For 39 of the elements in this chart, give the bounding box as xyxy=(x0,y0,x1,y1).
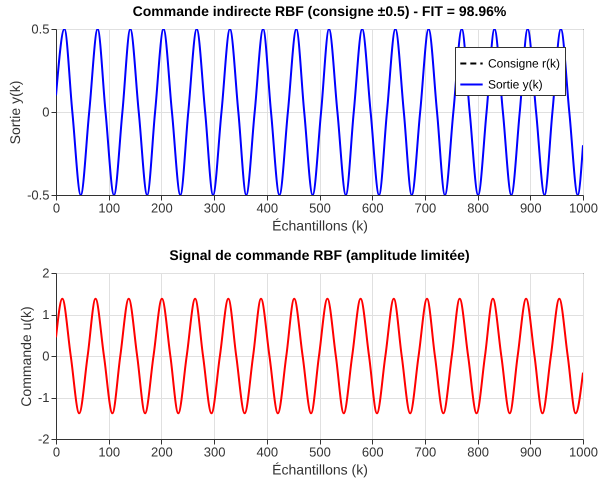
x-tick-label: 400 xyxy=(256,200,278,216)
line-series xyxy=(56,298,583,414)
y-axis-title: Commande u(k) xyxy=(18,306,34,407)
y-tick-label: -2 xyxy=(38,432,50,446)
x-axis-title: Échantillons (k) xyxy=(272,218,368,234)
y-tick-label: 0.5 xyxy=(31,22,50,36)
x-tick-label: 500 xyxy=(309,200,331,216)
x-tick-label: 600 xyxy=(362,200,384,216)
y-tick-label: 1 xyxy=(42,307,50,322)
x-tick-label: 1000 xyxy=(569,444,598,460)
y-tick-label: 2 xyxy=(42,266,50,280)
x-tick-label: 1000 xyxy=(569,200,598,216)
y-tick-label: 0 xyxy=(42,104,50,120)
x-tick-label: 500 xyxy=(309,444,331,460)
x-tick-label: 900 xyxy=(520,200,542,216)
x-tick-label: 200 xyxy=(151,200,173,216)
y-tick-label: -1 xyxy=(38,390,50,405)
x-tick-label: 0 xyxy=(52,200,60,216)
x-tick-label: 300 xyxy=(204,444,226,460)
x-tick-label: 700 xyxy=(414,444,436,460)
legend-label: Consigne r(k) xyxy=(488,56,560,70)
x-tick-label: 300 xyxy=(204,200,226,216)
chart-title: Signal de commande RBF (amplitude limitée) xyxy=(169,247,470,263)
x-tick-label: 100 xyxy=(98,444,120,460)
x-tick-label: 700 xyxy=(414,200,436,216)
x-axis-title: Échantillons (k) xyxy=(272,462,368,478)
x-tick-label: 800 xyxy=(467,444,489,460)
y-tick-label: 0 xyxy=(42,348,50,364)
chart-title: Commande indirecte RBF (consigne ±0.5) - FIT = 98.96% xyxy=(132,3,507,19)
x-tick-label: 200 xyxy=(151,444,173,460)
x-tick-label: 900 xyxy=(520,444,542,460)
legend-label: Sortie y(k) xyxy=(488,78,543,92)
x-tick-label: 800 xyxy=(467,200,489,216)
x-tick-label: 0 xyxy=(52,444,60,460)
y-axis-title: Sortie y(k) xyxy=(7,80,24,144)
y-tick-label: -0.5 xyxy=(27,188,50,202)
x-tick-label: 600 xyxy=(362,444,384,460)
x-tick-label: 400 xyxy=(256,444,278,460)
x-tick-label: 100 xyxy=(98,200,120,216)
